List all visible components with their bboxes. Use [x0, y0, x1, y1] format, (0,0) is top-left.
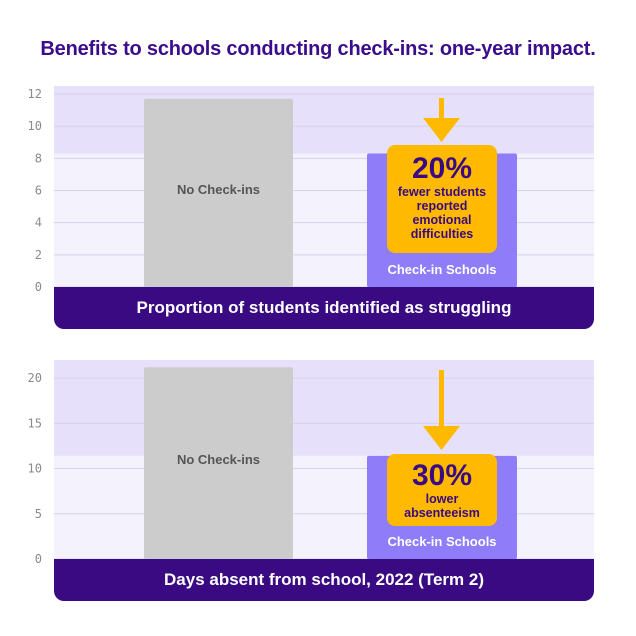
arrow-head-icon — [423, 118, 460, 142]
callout-struggling: 20% fewer students reported emotional di… — [387, 145, 497, 253]
y-tick-label: 0 — [35, 552, 42, 566]
y-tick-label: 20 — [28, 371, 42, 385]
y-tick-label: 8 — [35, 151, 42, 165]
arrow-head-icon — [423, 426, 460, 450]
callout-absence: 30% lower absenteeism — [387, 454, 497, 526]
y-tick-label: 10 — [28, 119, 42, 133]
background-band-upper — [54, 360, 594, 456]
background-band-upper — [54, 86, 594, 154]
y-tick-label: 15 — [28, 416, 42, 430]
category-label-no-checkins: No Check-ins — [177, 452, 260, 467]
y-tick-label: 2 — [35, 248, 42, 262]
page-title: Benefits to schools conducting check-ins… — [40, 38, 596, 60]
bar-no-checkins — [144, 98, 293, 287]
chart-caption: Days absent from school, 2022 (Term 2) — [54, 559, 594, 601]
y-tick-label: 4 — [35, 216, 42, 230]
y-tick-label: 5 — [35, 507, 42, 521]
callout-text: lower absenteeism — [404, 492, 480, 520]
y-tick-label: 10 — [28, 462, 42, 476]
arrow-shaft — [439, 370, 444, 428]
y-tick-label: 0 — [35, 280, 42, 294]
category-label-no-checkins: No Check-ins — [177, 182, 260, 197]
callout-value: 30% — [411, 459, 473, 492]
callout-value: 20% — [411, 152, 473, 185]
bar-no-checkins — [144, 367, 293, 559]
category-label-checkin-schools: Check-in Schools — [387, 262, 496, 277]
y-tick-label: 6 — [35, 184, 42, 198]
category-label-checkin-schools: Check-in Schools — [387, 534, 496, 549]
y-tick-label: 12 — [28, 87, 42, 101]
arrow-shaft — [439, 98, 444, 120]
chart-panel-absence: 0 5 10 15 20 No Check-ins Check-in Schools 30%… — [0, 360, 636, 606]
chart-panel-struggling: 0 2 4 6 8 10 12 No Check-ins Check-in Schools 20… — [0, 86, 636, 332]
chart-caption: Proportion of students identified as str… — [54, 287, 594, 329]
callout-text: fewer students reported emotional diffic… — [397, 185, 487, 241]
